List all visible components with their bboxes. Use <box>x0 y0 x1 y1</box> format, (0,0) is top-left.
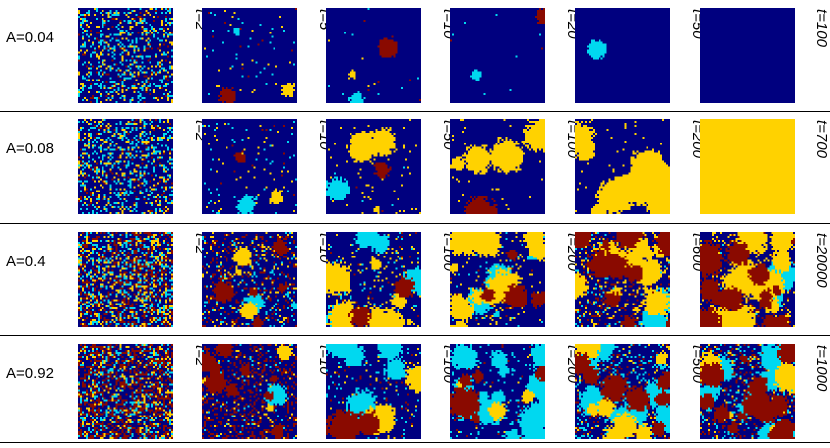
snapshot-canvas <box>575 119 670 214</box>
snapshot-panel <box>575 8 670 103</box>
snapshot-canvas <box>326 8 421 103</box>
snapshot-panel <box>78 344 173 439</box>
snapshot-canvas <box>326 119 421 214</box>
snapshot-panel <box>326 232 421 327</box>
snapshot-canvas <box>202 119 297 214</box>
time-label: t=100 <box>813 9 830 47</box>
snapshot-canvas <box>78 344 173 439</box>
snapshot-panel <box>700 232 795 327</box>
snapshot-canvas <box>202 344 297 439</box>
snapshot-panel <box>326 8 421 103</box>
row-label: A=0.92 <box>6 365 54 382</box>
snapshot-panel <box>700 119 795 214</box>
snapshot-canvas <box>450 344 545 439</box>
snapshot-panel <box>202 119 297 214</box>
snapshot-panel <box>202 8 297 103</box>
snapshot-panel <box>78 119 173 214</box>
snapshot-canvas <box>700 344 795 439</box>
snapshot-canvas <box>78 119 173 214</box>
row-label: A=0.04 <box>6 29 54 46</box>
snapshot-canvas <box>78 232 173 327</box>
snapshot-panel <box>575 119 670 214</box>
time-label: t=20000 <box>813 233 830 288</box>
snapshot-panel <box>202 232 297 327</box>
snapshot-canvas <box>450 8 545 103</box>
snapshot-canvas <box>700 232 795 327</box>
snapshot-panel <box>326 119 421 214</box>
snapshot-canvas <box>575 232 670 327</box>
snapshot-panel <box>700 344 795 439</box>
snapshot-canvas <box>450 232 545 327</box>
snapshot-panel <box>450 8 545 103</box>
row-label: A=0.08 <box>6 140 54 157</box>
snapshot-canvas <box>202 232 297 327</box>
snapshot-canvas <box>202 8 297 103</box>
snapshot-panel <box>700 8 795 103</box>
snapshot-canvas <box>78 8 173 103</box>
snapshot-panel <box>78 232 173 327</box>
snapshot-canvas <box>700 119 795 214</box>
row-divider <box>0 335 830 336</box>
time-label: t=1000 <box>813 345 830 392</box>
snapshot-canvas <box>326 232 421 327</box>
row-divider <box>0 442 830 443</box>
snapshot-panel <box>575 344 670 439</box>
snapshot-panel <box>450 119 545 214</box>
snapshot-panel <box>450 344 545 439</box>
row-divider <box>0 111 830 112</box>
snapshot-panel <box>78 8 173 103</box>
snapshot-canvas <box>575 344 670 439</box>
snapshot-panel <box>202 344 297 439</box>
snapshot-canvas <box>575 8 670 103</box>
snapshot-panel <box>450 232 545 327</box>
row-label: A=0.4 <box>6 253 46 270</box>
snapshot-panel <box>575 232 670 327</box>
snapshot-canvas <box>326 344 421 439</box>
time-label: t=700 <box>813 120 830 158</box>
row-divider <box>0 223 830 224</box>
snapshot-panel <box>326 344 421 439</box>
snapshot-canvas <box>450 119 545 214</box>
snapshot-canvas <box>700 8 795 103</box>
